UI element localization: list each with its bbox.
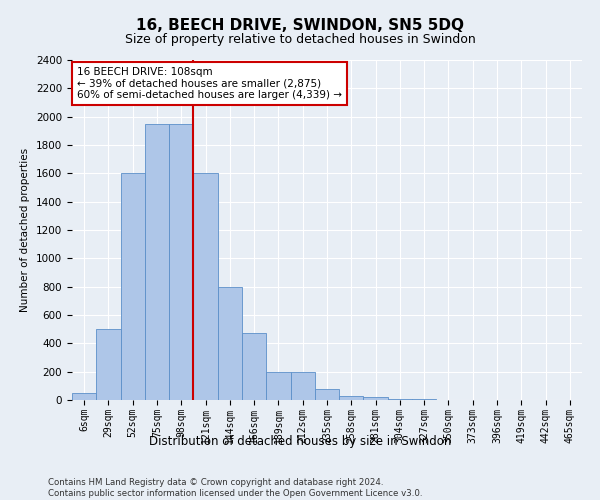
Bar bbox=[242, 334, 266, 400]
Bar bbox=[218, 286, 242, 400]
Bar bbox=[364, 397, 388, 400]
Text: Size of property relative to detached houses in Swindon: Size of property relative to detached ho… bbox=[125, 32, 475, 46]
Bar bbox=[121, 174, 145, 400]
Text: Contains HM Land Registry data © Crown copyright and database right 2024.
Contai: Contains HM Land Registry data © Crown c… bbox=[48, 478, 422, 498]
Bar bbox=[193, 174, 218, 400]
Text: 16 BEECH DRIVE: 108sqm
← 39% of detached houses are smaller (2,875)
60% of semi-: 16 BEECH DRIVE: 108sqm ← 39% of detached… bbox=[77, 67, 342, 100]
Bar bbox=[315, 388, 339, 400]
Bar bbox=[169, 124, 193, 400]
Bar bbox=[72, 393, 96, 400]
Y-axis label: Number of detached properties: Number of detached properties bbox=[20, 148, 31, 312]
Bar bbox=[145, 124, 169, 400]
Text: 16, BEECH DRIVE, SWINDON, SN5 5DQ: 16, BEECH DRIVE, SWINDON, SN5 5DQ bbox=[136, 18, 464, 32]
Bar bbox=[266, 372, 290, 400]
Bar bbox=[96, 329, 121, 400]
Bar bbox=[290, 372, 315, 400]
Bar bbox=[339, 396, 364, 400]
Text: Distribution of detached houses by size in Swindon: Distribution of detached houses by size … bbox=[149, 435, 451, 448]
Bar bbox=[388, 398, 412, 400]
